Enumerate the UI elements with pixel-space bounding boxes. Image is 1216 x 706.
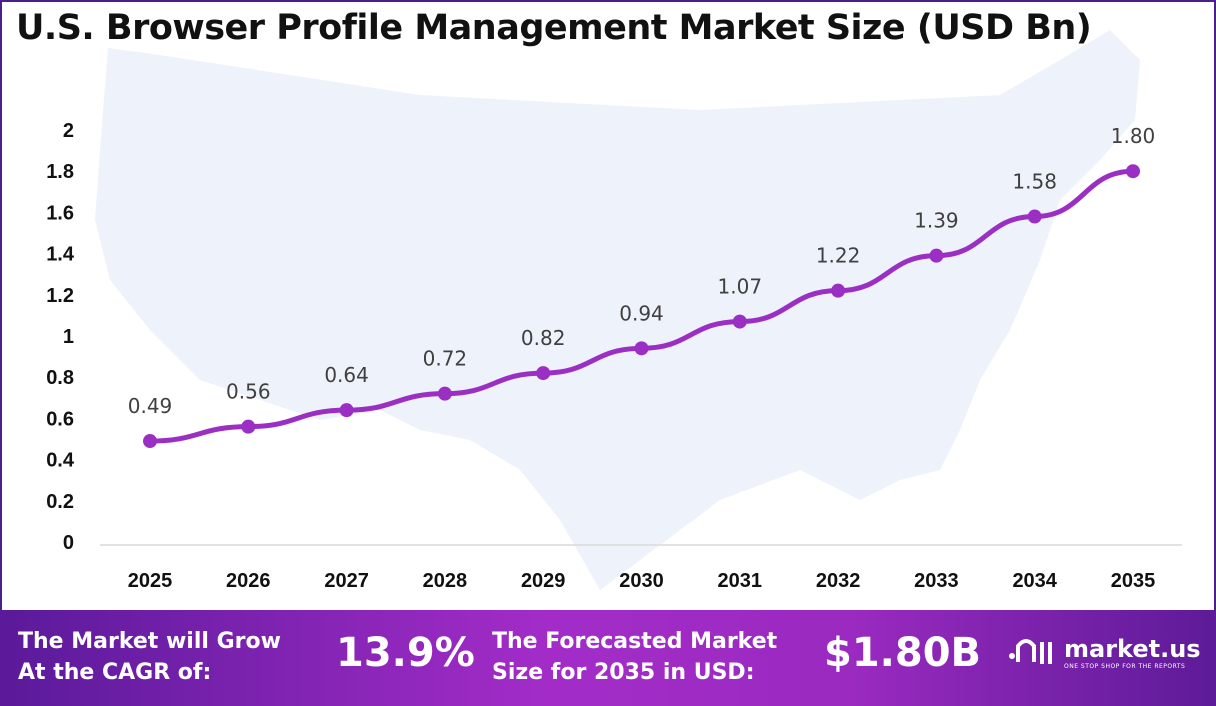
forecast-label: The Forecasted Market Size for 2035 in U… [492,626,777,688]
chart-title: U.S. Browser Profile Management Market S… [16,8,1092,48]
x-tick-label: 2031 [718,570,763,592]
data-point [929,248,944,263]
y-tick-label: 1 [63,326,74,348]
x-tick-label: 2030 [619,570,664,592]
x-tick-label: 2034 [1012,570,1057,592]
y-tick-label: 0 [63,532,74,554]
data-point [536,366,551,381]
data-label: 1.39 [914,209,959,233]
y-tick-label: 0.4 [46,450,75,472]
y-tick-label: 1.4 [46,244,75,266]
logo-name: market.us [1064,634,1201,663]
series-line [149,168,1134,444]
forecast-label-line2: Size for 2035 in USD: [492,660,755,685]
us-map-silhouette [95,30,1140,590]
y-tick-label: 1.2 [46,285,74,307]
data-label: 1.58 [1012,170,1057,194]
x-tick-label: 2035 [1111,570,1156,592]
footer-banner: The Market will Grow At the CAGR of: 13.… [0,610,1216,706]
forecast-label-line1: The Forecasted Market [492,629,778,654]
data-label: 0.94 [619,301,664,325]
data-label: 1.80 [1111,124,1156,148]
line-chart: 0 0.2 0.4 0.6 0.8 1 1.2 1.4 1.6 1.8 2 2025 2026 2027 2… [46,30,1182,592]
marketus-logo: market.us ONE STOP SHOP FOR THE REPORTS [1006,632,1201,672]
data-label: 1.07 [718,275,763,299]
x-tick-label: 2026 [226,570,271,592]
x-tick-label: 2027 [324,570,369,592]
x-tick-label: 2029 [521,570,566,592]
data-point [1027,209,1042,224]
data-label: 0.49 [128,394,173,418]
data-point [339,403,354,418]
y-tick-label: 0.8 [46,367,74,389]
cagr-label-line2: At the CAGR of: [18,660,212,685]
data-label: 0.72 [423,347,468,371]
data-label: 0.64 [324,363,369,387]
data-label: 1.22 [816,244,861,268]
data-label: 0.82 [521,326,566,350]
forecast-value: $1.80B [824,630,982,676]
y-tick-label: 0.6 [46,408,74,430]
logo-tagline: ONE STOP SHOP FOR THE REPORTS [1064,662,1186,670]
x-tick-label: 2025 [128,570,173,592]
cagr-label: The Market will Grow At the CAGR of: [18,626,281,688]
cagr-label-line1: The Market will Grow [18,629,281,654]
x-tick-label: 2033 [914,570,959,592]
x-tick-label: 2032 [816,570,861,592]
data-point [143,434,157,449]
data-point [1126,164,1140,179]
y-tick-label: 0.2 [46,491,74,513]
data-label: 0.56 [226,380,271,404]
y-tick-label: 1.8 [46,161,74,183]
data-point [241,419,256,434]
y-tick-label: 1.6 [46,202,74,224]
marketus-logo-icon [1009,639,1052,664]
cagr-value: 13.9% [336,630,475,676]
data-point [732,314,747,329]
data-point [437,386,452,401]
data-point [831,283,846,298]
x-tick-label: 2028 [423,570,468,592]
data-point [634,341,649,356]
y-tick-label: 2 [63,120,74,142]
